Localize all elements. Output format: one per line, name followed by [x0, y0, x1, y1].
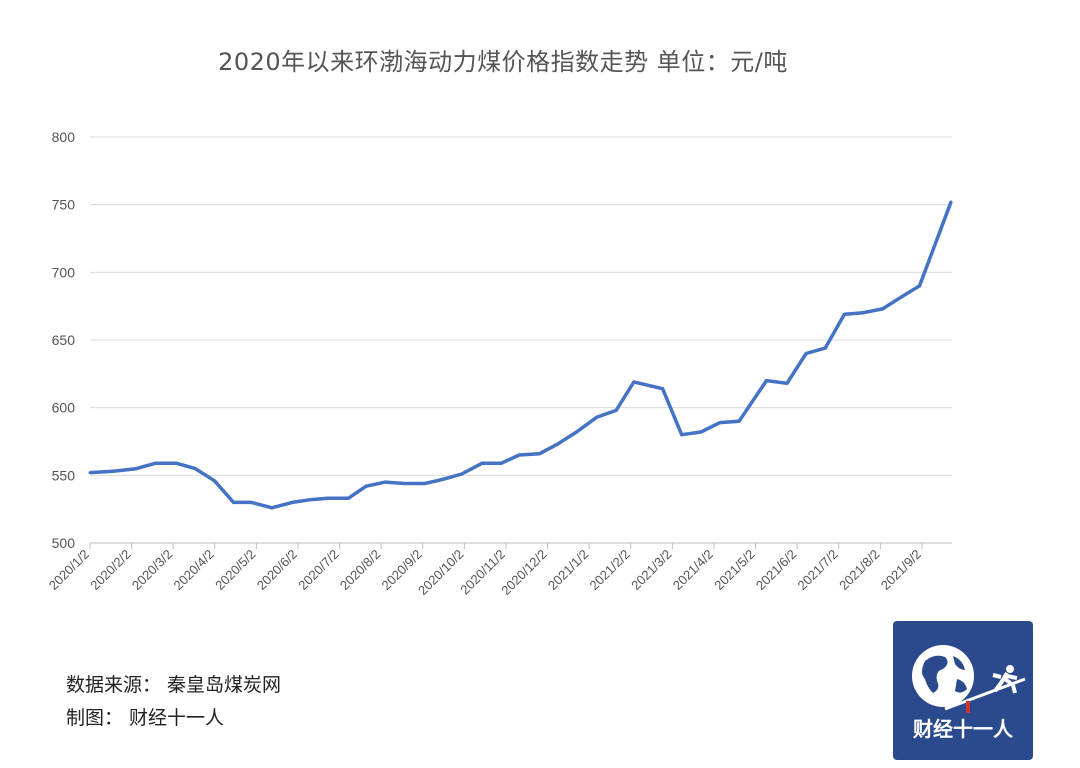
data-point: [918, 284, 922, 288]
x-tick-label: 2021/4/2: [670, 547, 716, 593]
series-line: [89, 201, 953, 510]
data-point: [154, 461, 158, 465]
data-point: [680, 433, 684, 437]
data-point: [212, 479, 216, 483]
globe-runner-icon: [912, 645, 1026, 713]
x-tick-label: 2020/2/2: [87, 547, 133, 593]
data-point: [326, 496, 330, 500]
x-tick-label: 2021/8/2: [836, 547, 882, 593]
data-point: [308, 498, 312, 502]
data-point: [764, 379, 768, 383]
data-point: [364, 484, 368, 488]
data-point: [900, 295, 904, 299]
logo: 财经十一人: [893, 621, 1033, 760]
data-point: [661, 387, 665, 391]
data-point: [111, 469, 115, 473]
x-tick-label: 2021/7/2: [795, 547, 841, 593]
logo-text: 财经十一人: [913, 717, 1013, 741]
y-tick-label: 800: [52, 129, 76, 145]
y-tick-label: 550: [52, 467, 76, 483]
data-point: [383, 480, 387, 484]
data-point: [193, 467, 197, 471]
x-tick-label: 2020/3/2: [129, 547, 175, 593]
y-tick-label: 650: [52, 332, 76, 348]
data-point: [823, 346, 827, 350]
x-tick-label: 2021/9/2: [878, 547, 924, 593]
y-tick-label: 600: [52, 400, 76, 416]
data-point: [949, 200, 953, 204]
y-tick-label: 500: [52, 535, 76, 551]
data-point: [804, 352, 808, 356]
x-tick-label: 2021/2/2: [587, 547, 633, 593]
data-point: [860, 311, 864, 315]
data-point: [290, 500, 294, 504]
data-point: [517, 453, 521, 457]
data-point: [441, 477, 445, 481]
x-tick-label: 2021/1/2: [545, 547, 591, 593]
x-tick-label: 2020/1/2: [46, 547, 92, 593]
data-point: [423, 481, 427, 485]
data-point: [231, 500, 235, 504]
y-tick-label: 750: [52, 197, 76, 213]
chart-title: 2020年以来环渤海动力煤价格指数走势 单位：元/吨: [218, 48, 788, 76]
data-point: [881, 307, 885, 311]
data-point: [842, 312, 846, 316]
data-point: [270, 506, 274, 510]
data-point: [460, 472, 464, 476]
data-source: 数据来源： 秦皇岛煤炭网: [66, 674, 282, 696]
data-point: [538, 452, 542, 456]
data-point: [699, 430, 703, 434]
data-point: [555, 442, 559, 446]
y-tick-label: 700: [52, 264, 76, 280]
data-point: [785, 381, 789, 385]
x-tick-label: 2020/8/2: [337, 547, 383, 593]
data-point: [174, 461, 178, 465]
data-point: [480, 461, 484, 465]
data-point: [718, 421, 722, 425]
x-tick-label: 2021/6/2: [753, 547, 799, 593]
data-point: [249, 500, 253, 504]
data-point: [614, 408, 618, 412]
data-point: [499, 461, 503, 465]
x-tick-label: 2020/5/2: [212, 547, 258, 593]
x-tick-label: 2021/3/2: [628, 547, 674, 593]
chart-maker: 制图： 财经十一人: [66, 707, 225, 729]
data-point: [632, 380, 636, 384]
x-tick-label: 2020/12/2: [498, 547, 550, 599]
data-point: [737, 419, 741, 423]
data-point: [402, 481, 406, 485]
x-tick-label: 2020/7/2: [295, 547, 341, 593]
x-tick-label: 2020/6/2: [254, 547, 300, 593]
data-point: [346, 496, 350, 500]
data-point: [88, 471, 92, 475]
x-tick-label: 2020/4/2: [171, 547, 217, 593]
data-point: [134, 467, 138, 471]
data-point: [595, 415, 599, 419]
data-point: [575, 430, 579, 434]
x-tick-label: 2021/5/2: [711, 547, 757, 593]
x-tick-label: 2020/10/2: [415, 547, 467, 599]
